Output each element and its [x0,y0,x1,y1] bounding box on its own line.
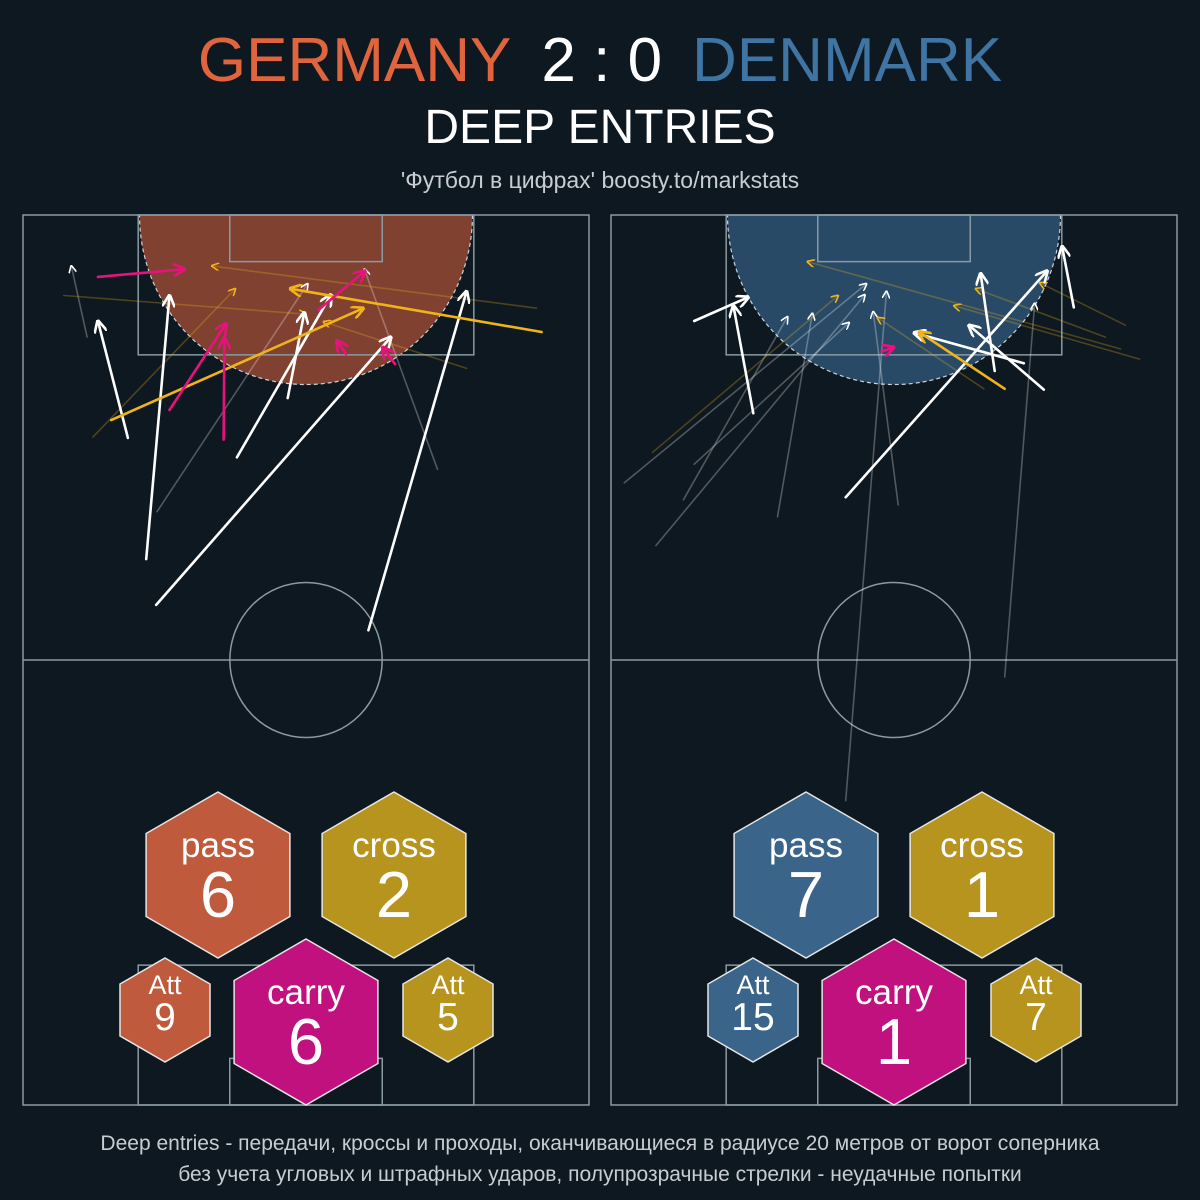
pass-arrow-failed [1003,303,1035,678]
cross-arrow-failed [1040,283,1127,327]
stat-value: 5 [437,996,459,1039]
stat-label: cross [940,826,1024,865]
cross-arrow-successful [919,332,1007,391]
pass-arrow-failed [71,266,88,338]
hexagon-shape [707,957,799,1063]
home-team-name: GERMANY [197,26,512,95]
cross-arrow-failed [324,322,468,370]
pass-arrow-successful [235,295,331,459]
top-six-yard-box [229,214,383,263]
pass-arrow-failed [655,295,865,547]
pass-arrow-failed [873,312,900,506]
stat-value: 2 [376,858,412,931]
hexagon-shape [402,957,494,1063]
pass-arrow-successful [1062,246,1076,309]
stat-label: pass [769,826,843,865]
hexagon-shape [145,791,291,959]
hexagon-shape [990,957,1082,1063]
pass-arrow-failed [844,291,887,802]
hexagon-shape [821,938,967,1106]
stat-value: 15 [731,996,774,1039]
pass-arrow-failed [693,323,849,466]
hexagon-shape [119,957,211,1063]
stat-value: 7 [1025,996,1047,1039]
stat-label: Att [431,970,465,1000]
stat-value: 9 [154,996,176,1039]
cross-arrow-failed [877,318,985,390]
cross-arrow-failed [954,306,1141,360]
stat-label: carry [267,973,345,1012]
hexagon-shape [233,938,379,1106]
pass-arrow-failed [776,313,813,518]
carry-arrow-successful [383,347,397,366]
stat-label: Att [736,970,770,1000]
pass-arrow-successful [144,296,169,561]
cross-arrow-successful [109,308,363,422]
hexagon-shape [909,791,1055,959]
carry-arrow-successful [96,269,185,279]
footer-line-2: без учета угловых и штрафных ударов, пол… [178,1163,1022,1186]
carry-arrow-successful [168,324,227,412]
stat-label: Att [148,970,182,1000]
carry-arrow-successful [224,338,225,441]
cross-arrow-successful [290,289,543,334]
pass-arrow-failed [156,284,308,513]
pass-arrow-successful [733,306,755,415]
pass-arrow-failed [682,317,787,501]
pass-arrow-successful [844,271,1047,499]
scoreline: GERMANY 2 : 0 DENMARK [0,26,1200,96]
pass-arrow-successful [286,313,305,400]
carry-arrow-successful [337,340,346,356]
stat-value: 1 [876,1005,912,1078]
cross-arrow-failed [212,266,538,310]
pass-arrow-successful [692,297,748,323]
cross-arrow-failed [807,262,1122,350]
footer-line-1: Deep entries - передачи, кроссы и проход… [100,1132,1100,1155]
away-team-name: DENMARK [692,26,1003,95]
footer-note: Deep entries - передачи, кроссы и проход… [0,1128,1200,1190]
hexagon-shape [321,791,467,959]
chart-title: DEEP ENTRIES [424,101,776,154]
stat-value: 1 [964,858,1000,931]
carry-arrow-successful [317,271,366,312]
stat-value: 6 [288,1005,324,1078]
pass-arrow-successful [98,321,130,440]
stat-label: cross [352,826,436,865]
cross-arrow-failed [976,289,1107,338]
danger-zone-denmark [726,215,1062,386]
stat-label: Att [1019,970,1053,1000]
stat-value: 6 [200,858,236,931]
cross-arrow-failed [62,294,306,315]
stat-label: carry [855,973,933,1012]
pass-arrow-failed [623,284,866,484]
match-score: 2 : 0 [541,26,663,95]
centre-circle [817,581,971,739]
pass-arrow-successful [367,291,466,632]
carry-arrow-successful [880,347,895,351]
pass-arrow-successful [154,337,391,607]
stat-value: 7 [788,858,824,931]
chart-subtitle: 'Футбол в цифрах' boosty.to/markstats [400,167,800,193]
hexagon-shape [733,791,879,959]
centre-circle [229,581,383,739]
stat-label: pass [181,826,255,865]
top-six-yard-box [817,214,971,263]
